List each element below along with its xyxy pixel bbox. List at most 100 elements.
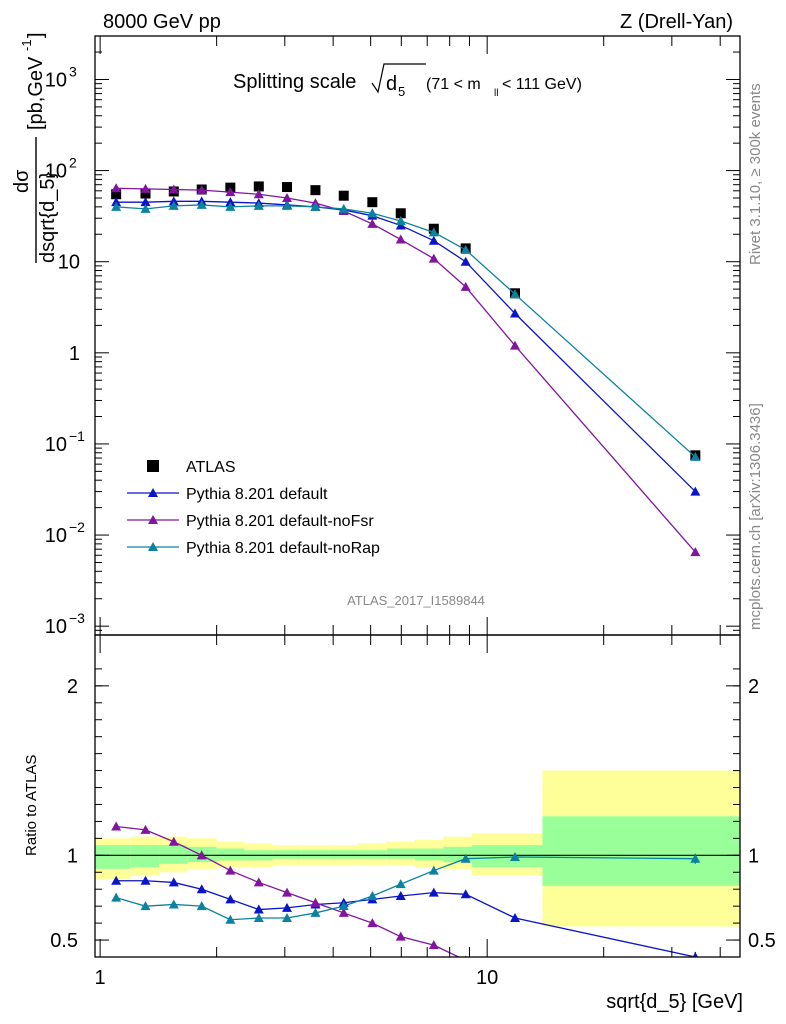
ratio-ytick-label-0: 0.5 (50, 930, 78, 952)
header-right: Z (Drell-Yan) (620, 11, 733, 33)
analysis-id: ATLAS_2017_I1589844 (347, 593, 485, 608)
series-3-point-0 (111, 201, 122, 211)
series-1-point-0 (111, 197, 122, 207)
legend-label-2: Pythia 8.201 default-noFsr (186, 513, 374, 530)
upper-ytick-exp-6: 3 (69, 63, 77, 79)
mcplots-label: mcplots.cern.ch [arXiv:1306.3436] (747, 403, 764, 630)
atlas-point-0 (111, 189, 122, 200)
series-1-point-14 (690, 486, 701, 496)
ratio-2-point-2 (168, 899, 179, 909)
ratio-ytick-label-right-1: 1 (748, 845, 759, 867)
upper-ytick-label-3: 1 (69, 343, 80, 365)
ratio-0-point-1 (140, 875, 151, 885)
upper-ytick-exp-2: −1 (69, 428, 85, 444)
upper-ytick-exp-0: −3 (69, 610, 85, 626)
series-3-point-9 (367, 208, 378, 218)
upper-ytick-label-5: 10 (45, 161, 67, 183)
atlas-point-7 (310, 185, 321, 196)
series-2-point-14 (690, 547, 701, 557)
upper-ytick-label-1: 10 (45, 525, 67, 547)
series-3-point-11 (428, 227, 439, 237)
series-2-point-11 (428, 253, 439, 263)
atlas-point-10 (395, 208, 406, 219)
ratio-1-point-2 (168, 836, 179, 846)
series-2-point-5 (253, 189, 264, 199)
upper-ytick-label-2: 10 (45, 434, 67, 456)
green-band-2 (159, 845, 188, 864)
series-3-point-10 (395, 215, 406, 225)
ratio-2-point-12 (460, 853, 471, 863)
series-2-point-12 (460, 281, 471, 291)
lower-frame (94, 634, 741, 958)
series-1-point-2 (168, 196, 179, 206)
series-1-point-12 (460, 256, 471, 266)
ratio-0-point-10 (395, 890, 406, 900)
series-3-point-5 (253, 200, 264, 210)
atlas-point-5 (253, 181, 264, 192)
green-band-10 (386, 848, 416, 859)
ratio-ytick-label-right-0: 0.5 (748, 930, 776, 952)
series-3-point-1 (140, 203, 151, 213)
series-1-point-13 (509, 308, 520, 318)
ratio-2-point-13 (509, 852, 520, 862)
series-3-point-14 (690, 451, 701, 461)
atlas-point-9 (367, 197, 378, 208)
ratio-uncertainty-bands (95, 770, 740, 927)
legend-marker-1 (148, 488, 158, 497)
ylabel-den: dsqrt{d_5} (37, 171, 59, 263)
ratio-2-point-0 (111, 892, 122, 902)
series-2-point-9 (367, 218, 378, 228)
series-3-point-7 (310, 201, 321, 211)
ratio-ytick-label-2: 2 (67, 676, 78, 698)
ratio-ytick-label-1: 1 (67, 845, 78, 867)
ratio-1-point-0 (111, 821, 122, 831)
upper-y-label: dσ dsqrt{d_5} [pb,GeV -1 ] (11, 32, 59, 263)
ratio-2-point-9 (367, 890, 378, 900)
green-band-14 (542, 816, 740, 886)
ratio-0-point-13 (509, 913, 520, 923)
green-band-1 (130, 845, 160, 868)
ylabel-units-sup: -1 (19, 39, 34, 51)
series-2-point-1 (140, 183, 151, 193)
series-line-1 (116, 200, 696, 493)
title-cut-sub: ll (494, 88, 498, 99)
green-band-13 (471, 845, 543, 868)
upper-plot-data (111, 181, 701, 557)
atlas-point-8 (338, 190, 349, 201)
green-band-6 (272, 850, 302, 859)
sqrt-sign (371, 63, 426, 94)
legend: ATLAS Pythia 8.201 default Pythia 8.201 de… (127, 459, 380, 557)
ratio-y-label: Ratio to ATLAS (23, 755, 40, 856)
series-2-point-4 (225, 187, 236, 197)
ratio-2-point-4 (225, 914, 236, 924)
series-1-point-1 (140, 197, 151, 207)
legend-label-1: Pythia 8.201 default (186, 486, 328, 503)
ratio-1-point-1 (140, 824, 151, 834)
legend-label-0: ATLAS (186, 459, 236, 476)
rivet-label: Rivet 3.1.10, ≥ 300k events (747, 83, 764, 265)
series-3-point-12 (460, 244, 471, 254)
series-2-point-3 (196, 185, 207, 195)
ratio-0-point-3 (196, 884, 207, 894)
ratio-2-point-5 (253, 913, 264, 923)
legend-marker-2 (148, 515, 158, 524)
title-cut: (71 < m (426, 76, 481, 93)
series-3-point-2 (168, 200, 179, 210)
title-var-sub: 5 (398, 84, 405, 99)
legend-marker-atlas (147, 460, 159, 472)
ylabel-units: [pb,GeV (25, 56, 47, 130)
x-axis-label: sqrt{d_5} [GeV] (606, 991, 743, 1013)
ratio-2-point-8 (338, 901, 349, 911)
ratio-0-point-2 (168, 877, 179, 887)
ylabel-num: dσ (11, 169, 33, 193)
ratio-2-point-6 (282, 913, 293, 923)
upper-ytick-label-0: 10 (45, 616, 67, 638)
series-2-point-10 (395, 234, 406, 244)
upper-ytick-exp-5: 2 (69, 155, 77, 171)
ratio-2-point-10 (395, 879, 406, 889)
ratio-2-point-3 (196, 901, 207, 911)
legend-label-3: Pythia 8.201 default-noRap (186, 540, 380, 557)
xtick-label-0: 1 (95, 967, 106, 989)
